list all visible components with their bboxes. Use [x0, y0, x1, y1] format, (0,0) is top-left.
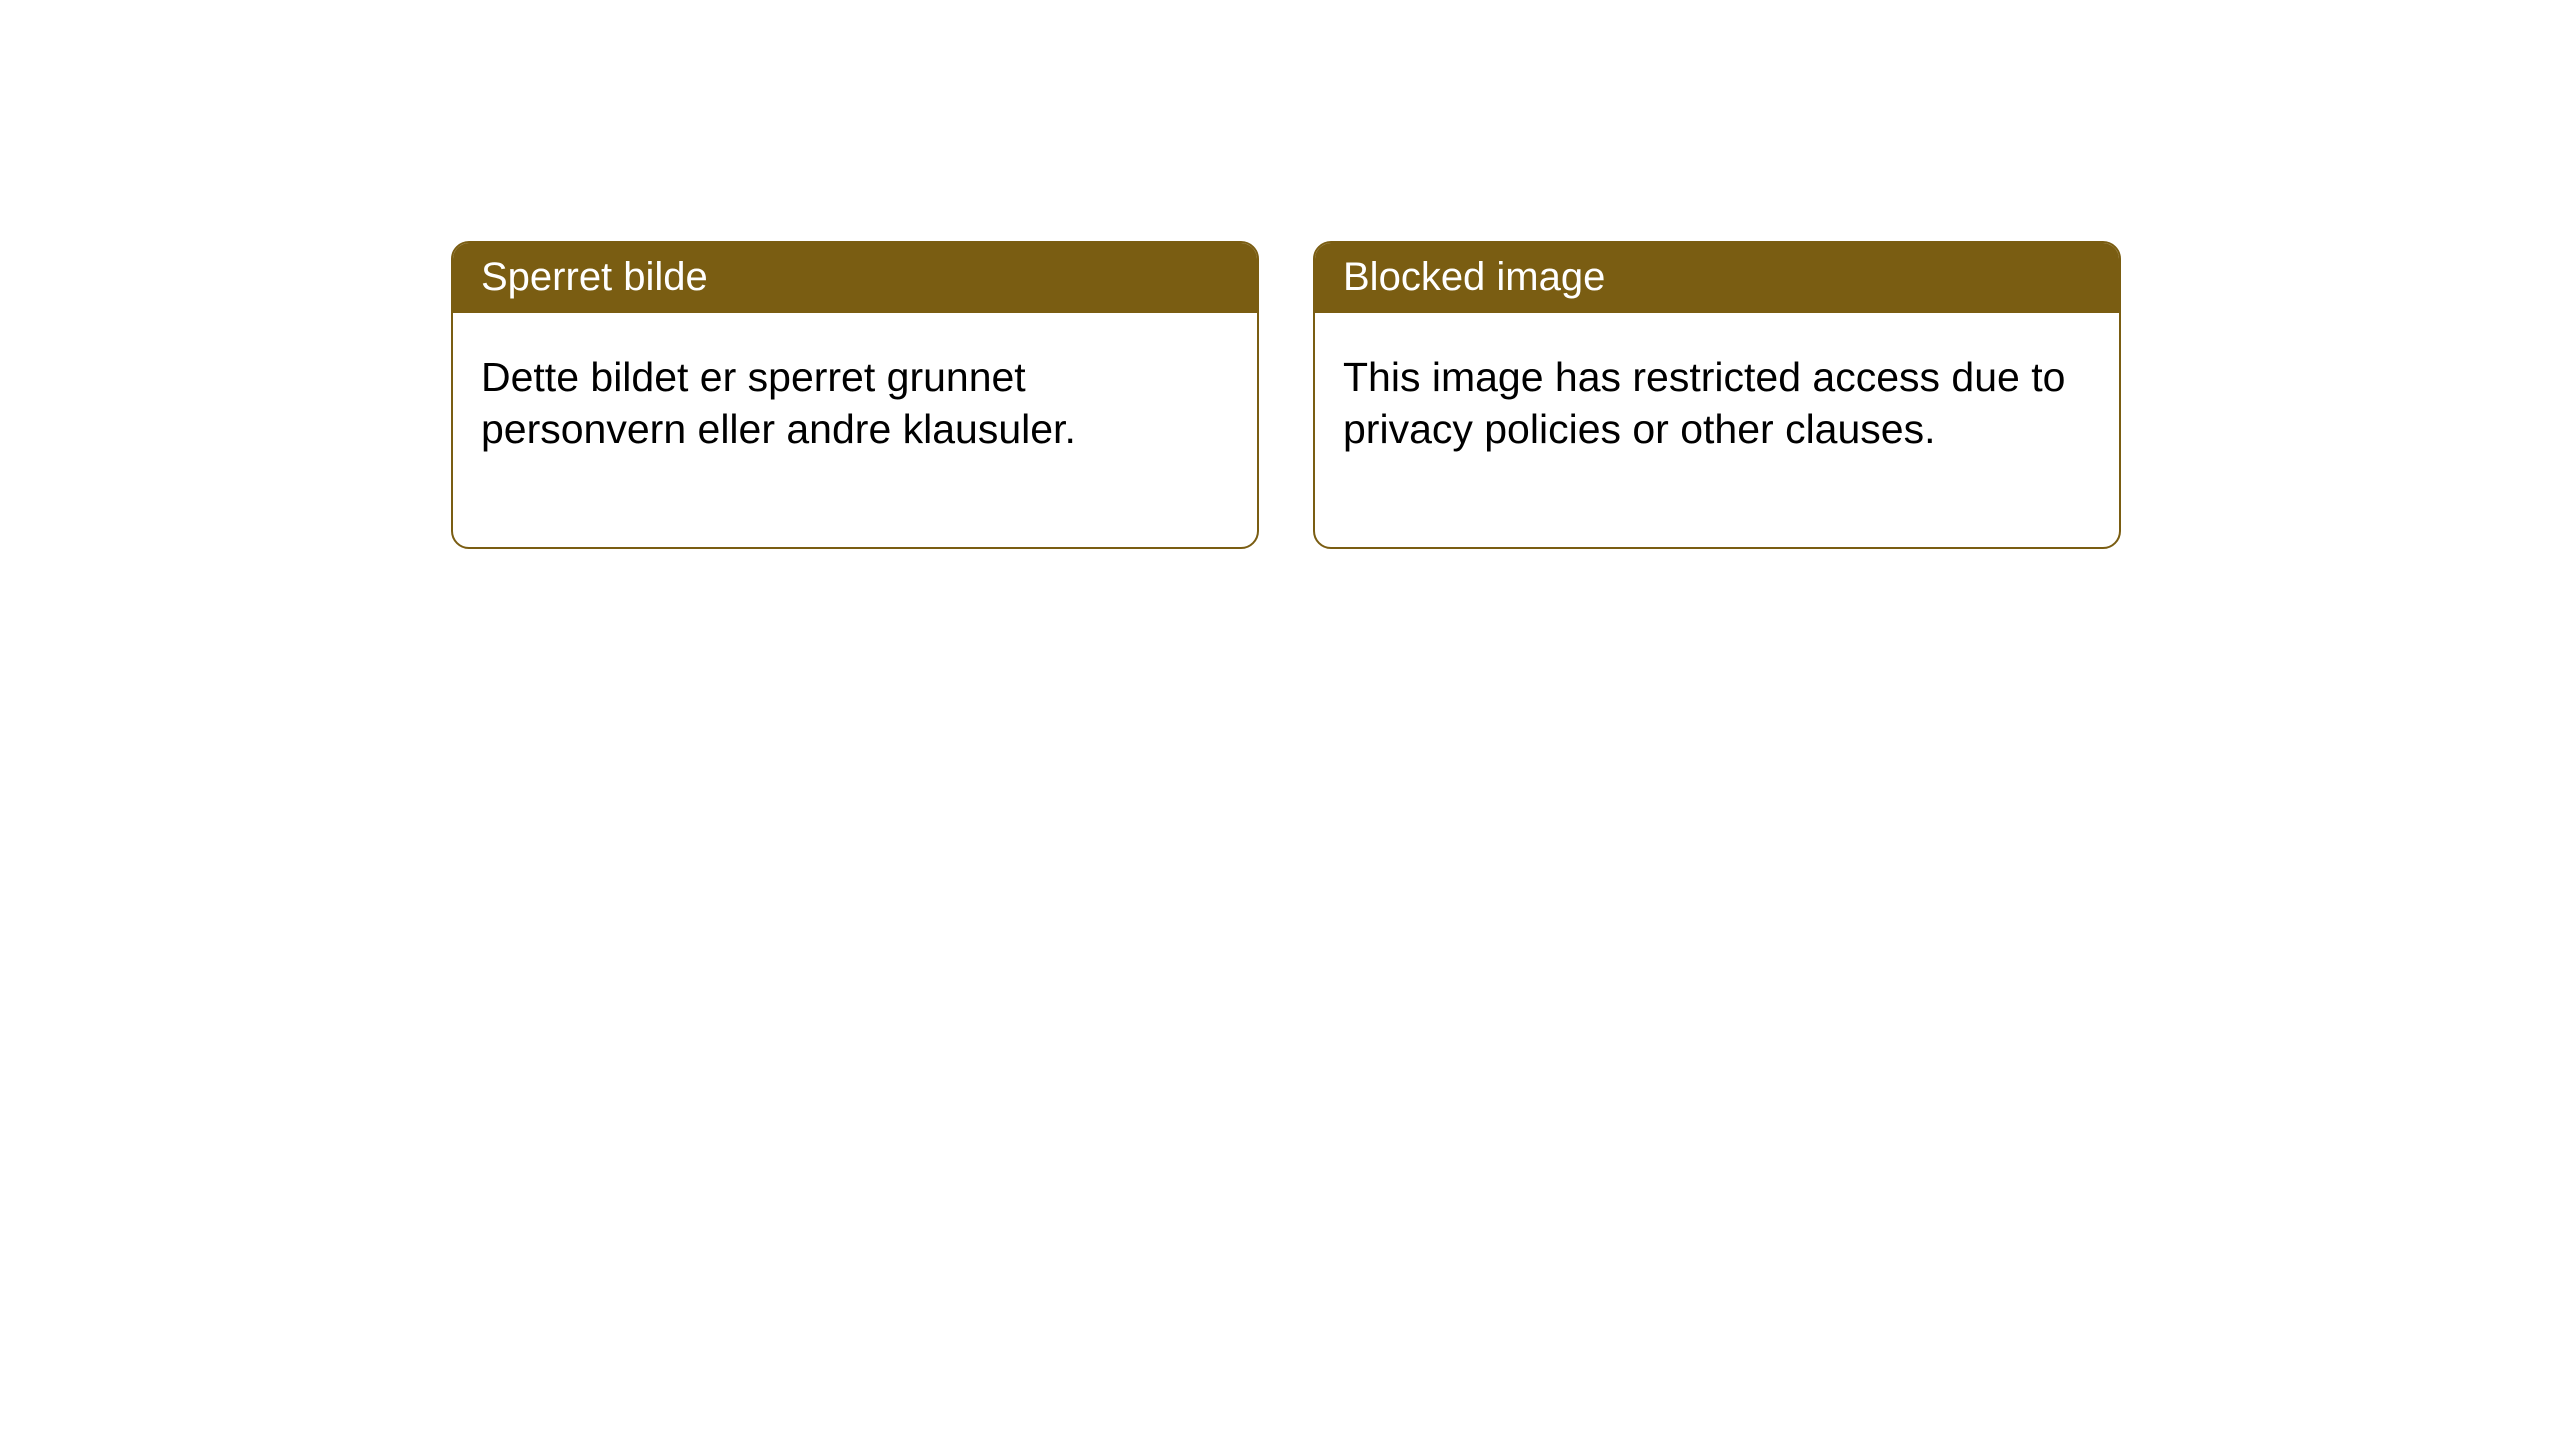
card-header: Sperret bilde [453, 243, 1257, 313]
card-message: This image has restricted access due to … [1343, 354, 2065, 452]
card-title: Blocked image [1343, 255, 1605, 299]
notice-card-english: Blocked image This image has restricted … [1313, 241, 2121, 549]
card-body: This image has restricted access due to … [1315, 313, 2119, 547]
card-title: Sperret bilde [481, 255, 708, 299]
card-body: Dette bildet er sperret grunnet personve… [453, 313, 1257, 547]
notice-card-norwegian: Sperret bilde Dette bildet er sperret gr… [451, 241, 1259, 549]
card-message: Dette bildet er sperret grunnet personve… [481, 354, 1076, 452]
card-header: Blocked image [1315, 243, 2119, 313]
notice-container: Sperret bilde Dette bildet er sperret gr… [0, 0, 2560, 549]
